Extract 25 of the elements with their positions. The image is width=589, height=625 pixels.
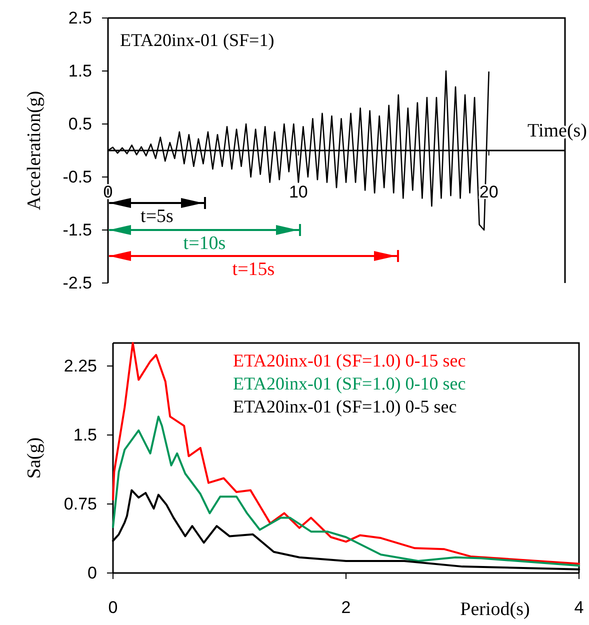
- y-tick-label: 1.5: [68, 61, 92, 80]
- y-tick-label: -1.5: [62, 220, 92, 240]
- y-tick-label: 1.5: [73, 425, 97, 444]
- y-tick-label: 0.5: [68, 114, 92, 134]
- y-tick-label: -0.5: [62, 167, 92, 186]
- y-tick-label: 0.75: [64, 494, 97, 514]
- annotation: t=10s: [183, 233, 226, 254]
- y-tick-label: 0: [88, 563, 97, 582]
- x-tick-label: 4: [574, 598, 584, 618]
- text: ETA20inx-01 (SF=1): [120, 30, 274, 50]
- y-tick-label: -2.5: [62, 273, 92, 292]
- text: ETA20inx-01 (SF=1.0) 0-15 sec: [233, 350, 466, 370]
- x-tick-label: 0: [108, 598, 118, 618]
- text: ETA20inx-01 (SF=1.0) 0-5 sec: [233, 396, 457, 416]
- annotation: t=15s: [232, 259, 275, 280]
- y-axis-title: Acceleration(g): [24, 90, 45, 210]
- y-axis-title: Sa(g): [24, 437, 45, 479]
- line-series: [112, 416, 580, 567]
- x-tick-label: 10: [288, 182, 308, 202]
- x-axis-title: Period(s): [460, 599, 530, 620]
- annotation: t=5s: [140, 206, 174, 227]
- y-tick-label: 2.25: [64, 356, 97, 376]
- text: ETA20inx-01 (SF=1.0) 0-10 sec: [233, 373, 466, 394]
- x-tick-label: 2: [341, 598, 351, 618]
- y-tick-label: 2.5: [68, 8, 92, 28]
